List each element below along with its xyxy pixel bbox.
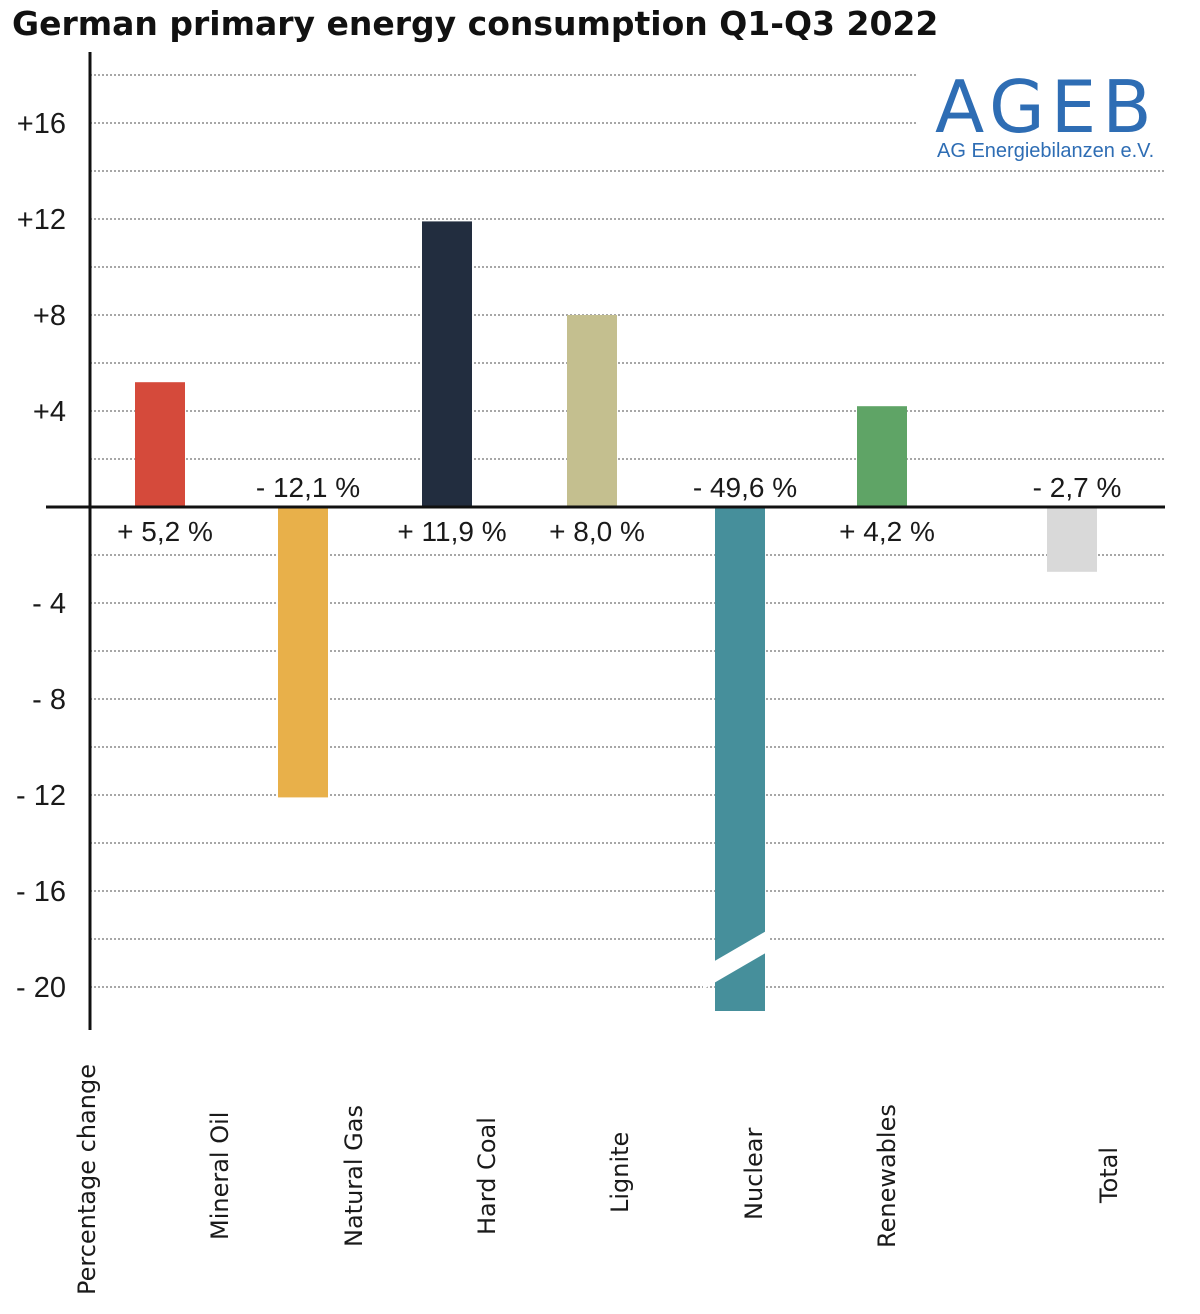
category-label: Natural Gas xyxy=(340,1105,368,1247)
y-tick-label: +8 xyxy=(33,300,66,332)
bar-nuclear xyxy=(715,507,765,1011)
category-labels: Percentage change Mineral Oil Natural Gas… xyxy=(73,1064,1123,1295)
chart-title: German primary energy consumption Q1-Q3 … xyxy=(12,4,938,43)
category-label: Hard Coal xyxy=(473,1117,501,1235)
category-label: Lignite xyxy=(606,1132,634,1213)
data-label: + 8,0 % xyxy=(549,516,645,547)
data-label: + 5,2 % xyxy=(117,516,213,547)
data-label: - 49,6 % xyxy=(693,472,797,503)
logo-name: AGEB xyxy=(935,65,1158,149)
data-label: + 11,9 % xyxy=(397,516,506,547)
bar-lignite xyxy=(567,315,617,507)
category-label: Nuclear xyxy=(740,1128,768,1221)
y-tick-label: - 8 xyxy=(32,684,66,716)
y-axis-label: Percentage change xyxy=(73,1064,101,1295)
y-tick-label: - 12 xyxy=(16,780,66,812)
ageb-logo: AGEB AG Energiebilanzen e.V. xyxy=(935,65,1158,162)
y-tick-label: - 20 xyxy=(16,972,66,1004)
y-tick-label: +12 xyxy=(17,204,66,236)
category-label: Total xyxy=(1095,1147,1123,1204)
data-labels: + 5,2 % - 12,1 % + 11,9 % + 8,0 % - 49,6 % + … xyxy=(117,472,1121,547)
axes xyxy=(46,52,1165,1030)
data-label: - 12,1 % xyxy=(256,472,360,503)
y-tick-label: - 4 xyxy=(32,588,66,620)
y-tick-label: +16 xyxy=(17,108,66,140)
data-label: + 4,2 % xyxy=(839,516,935,547)
bar-renewables xyxy=(857,406,907,507)
bar-natural-gas xyxy=(278,507,328,798)
bars xyxy=(135,221,1097,1011)
gridlines xyxy=(90,74,1165,988)
category-label: Renewables xyxy=(873,1104,901,1248)
data-label: - 2,7 % xyxy=(1033,472,1122,503)
bar-hard-coal xyxy=(422,221,472,507)
category-label: Mineral Oil xyxy=(206,1112,234,1240)
bar-total xyxy=(1047,507,1097,572)
logo-subtitle: AG Energiebilanzen e.V. xyxy=(937,140,1154,162)
axis-break-mark xyxy=(703,929,769,990)
y-tick-label: - 16 xyxy=(16,876,66,908)
y-tick-labels: +16 +12 +8 +4 - 4 - 8 - 12 - 16 - 20 xyxy=(16,108,66,1004)
y-tick-label: +4 xyxy=(33,396,66,428)
bar-mineral-oil xyxy=(135,382,185,507)
